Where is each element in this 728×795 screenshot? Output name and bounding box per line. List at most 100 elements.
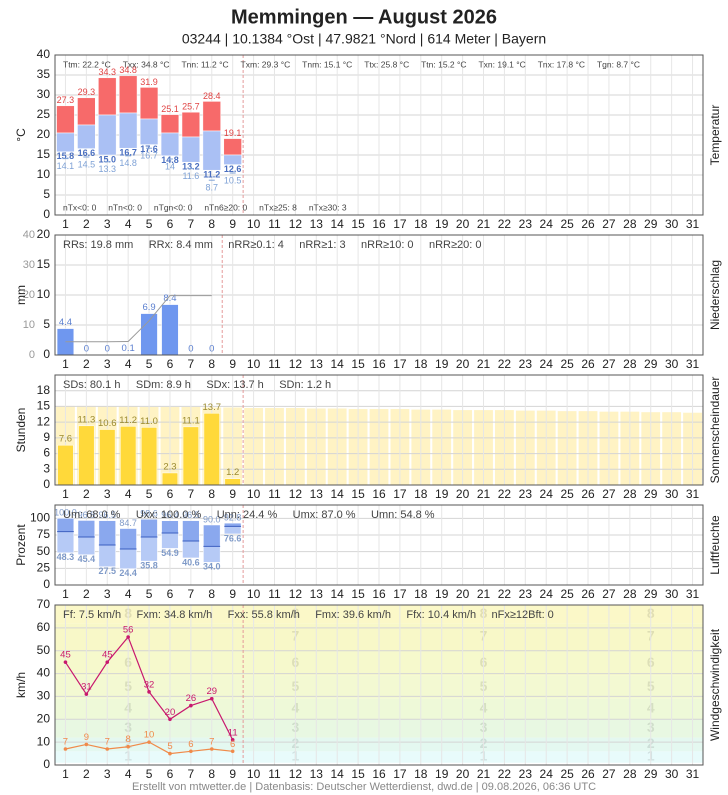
y-tick-label: 18 bbox=[37, 383, 51, 397]
ground-min-label: 16.7 bbox=[140, 151, 158, 161]
series-point bbox=[230, 749, 235, 754]
x-tick-label: 20 bbox=[456, 767, 470, 781]
x-tick-label: 25 bbox=[560, 587, 574, 601]
max-label: 34.3 bbox=[98, 67, 116, 77]
upper-bar bbox=[119, 528, 137, 550]
stat-annotation: nRR≥0.1: 4 bbox=[228, 239, 284, 251]
x-tick-label: 31 bbox=[686, 767, 700, 781]
y-tick-label: 40 bbox=[37, 47, 51, 61]
ground-min-label: 14.8 bbox=[119, 158, 137, 168]
y-tick-label: 15 bbox=[37, 257, 51, 271]
x-tick-label: 30 bbox=[665, 217, 679, 231]
y-tick-label: 12 bbox=[37, 414, 51, 428]
lower-bar bbox=[139, 118, 159, 145]
x-tick-label: 7 bbox=[188, 487, 195, 501]
y-tick-label: 100 bbox=[30, 511, 50, 525]
x-tick-label: 26 bbox=[581, 487, 595, 501]
stat-annotation: Umn: 54.8 % bbox=[371, 509, 435, 521]
lower-bar bbox=[98, 114, 117, 156]
y-axis-label: mm bbox=[14, 285, 28, 305]
value-label: 5 bbox=[167, 741, 172, 752]
x-tick-label: 16 bbox=[372, 587, 386, 601]
bar bbox=[224, 478, 241, 486]
x-tick-label: 31 bbox=[686, 587, 700, 601]
stat-annotation: SDn: 1.2 h bbox=[279, 379, 331, 391]
value-label: 11.0 bbox=[140, 416, 158, 427]
lower-bar bbox=[202, 130, 221, 171]
bar bbox=[203, 412, 220, 486]
y-tick-label: 10 bbox=[37, 734, 51, 748]
stat-annotation: SDs: 80.1 h bbox=[63, 379, 120, 391]
value-label: 7.6 bbox=[59, 434, 72, 445]
x-tick-label: 30 bbox=[665, 357, 679, 371]
x-tick-label: 8 bbox=[208, 767, 215, 781]
lower-bar bbox=[181, 136, 201, 163]
y-tick-label: 20 bbox=[37, 711, 51, 725]
stat-annotation: Tnm: 15.1 °C bbox=[302, 59, 352, 69]
ground-min-label: 14.5 bbox=[78, 159, 96, 169]
bar bbox=[78, 425, 95, 486]
y-tick-label: 0 bbox=[43, 757, 50, 771]
y-tick-label: 50 bbox=[37, 643, 51, 657]
side-label: Temperatur bbox=[708, 105, 722, 166]
max-label: 27.3 bbox=[57, 95, 75, 105]
y-tick-label: 25 bbox=[37, 107, 51, 121]
upper-bar bbox=[160, 114, 180, 134]
value-label: 0 bbox=[84, 344, 89, 355]
y-tick-label: 30 bbox=[37, 689, 51, 703]
upper-bar bbox=[139, 87, 159, 120]
x-tick-label: 4 bbox=[125, 587, 132, 601]
stat-annotation: Txn: 19.1 °C bbox=[478, 59, 525, 69]
x-tick-label: 8 bbox=[208, 357, 215, 371]
plot-frame bbox=[54, 504, 704, 586]
x-tick-label: 28 bbox=[623, 357, 637, 371]
stat-annotation: Ttm: 22.2 °C bbox=[63, 59, 111, 69]
lower-bar bbox=[203, 546, 221, 563]
y-tick-label: 20 bbox=[37, 127, 51, 141]
series-point bbox=[84, 742, 89, 747]
y-tick-label: 9 bbox=[43, 430, 50, 444]
x-tick-label: 26 bbox=[581, 357, 595, 371]
x-tick-label: 13 bbox=[310, 587, 324, 601]
x-tick-label: 19 bbox=[435, 487, 449, 501]
x-tick-label: 19 bbox=[435, 767, 449, 781]
x-tick-label: 25 bbox=[560, 357, 574, 371]
value-label: 4.4 bbox=[59, 317, 72, 328]
min-label: 27.5 bbox=[98, 566, 116, 576]
ground-min-label: 11.6 bbox=[182, 171, 199, 181]
value-label: 45 bbox=[60, 650, 71, 661]
y2-tick-label: 10 bbox=[23, 319, 35, 331]
upper-bar bbox=[98, 520, 116, 546]
upper-bar bbox=[56, 105, 75, 134]
x-tick-label: 16 bbox=[372, 217, 386, 231]
max-label: 31.9 bbox=[140, 77, 158, 87]
x-tick-label: 7 bbox=[188, 587, 195, 601]
x-tick-label: 17 bbox=[393, 587, 407, 601]
x-tick-label: 3 bbox=[104, 487, 111, 501]
side-label: Windgeschwindigkeit bbox=[708, 628, 722, 741]
x-tick-label: 12 bbox=[289, 217, 303, 231]
bar bbox=[140, 313, 158, 356]
x-tick-label: 4 bbox=[125, 487, 132, 501]
x-tick-label: 5 bbox=[146, 587, 153, 601]
max-label: 34.8 bbox=[119, 65, 137, 75]
x-tick-label: 23 bbox=[519, 767, 533, 781]
value-label: 13.7 bbox=[203, 402, 222, 413]
x-tick-label: 24 bbox=[540, 217, 554, 231]
x-tick-label: 8 bbox=[208, 217, 215, 231]
max-label: 92.8 bbox=[224, 513, 242, 523]
x-tick-label: 10 bbox=[247, 357, 261, 371]
x-tick-label: 5 bbox=[146, 487, 153, 501]
x-tick-label: 22 bbox=[498, 767, 512, 781]
upper-bar bbox=[202, 101, 221, 132]
x-tick-label: 13 bbox=[310, 767, 324, 781]
x-tick-label: 26 bbox=[581, 767, 595, 781]
page-subtitle: 03244 | 10.1384 °Ost | 47.9821 °Nord | 6… bbox=[182, 31, 546, 47]
x-tick-label: 16 bbox=[372, 767, 386, 781]
upper-bar bbox=[140, 519, 158, 538]
series-point bbox=[147, 690, 151, 694]
max-label: 25.1 bbox=[161, 104, 179, 114]
min-label: 16.7 bbox=[119, 148, 137, 158]
lower-bar bbox=[160, 132, 180, 157]
stat-annotation: Unn: 24.4 % bbox=[217, 509, 278, 521]
